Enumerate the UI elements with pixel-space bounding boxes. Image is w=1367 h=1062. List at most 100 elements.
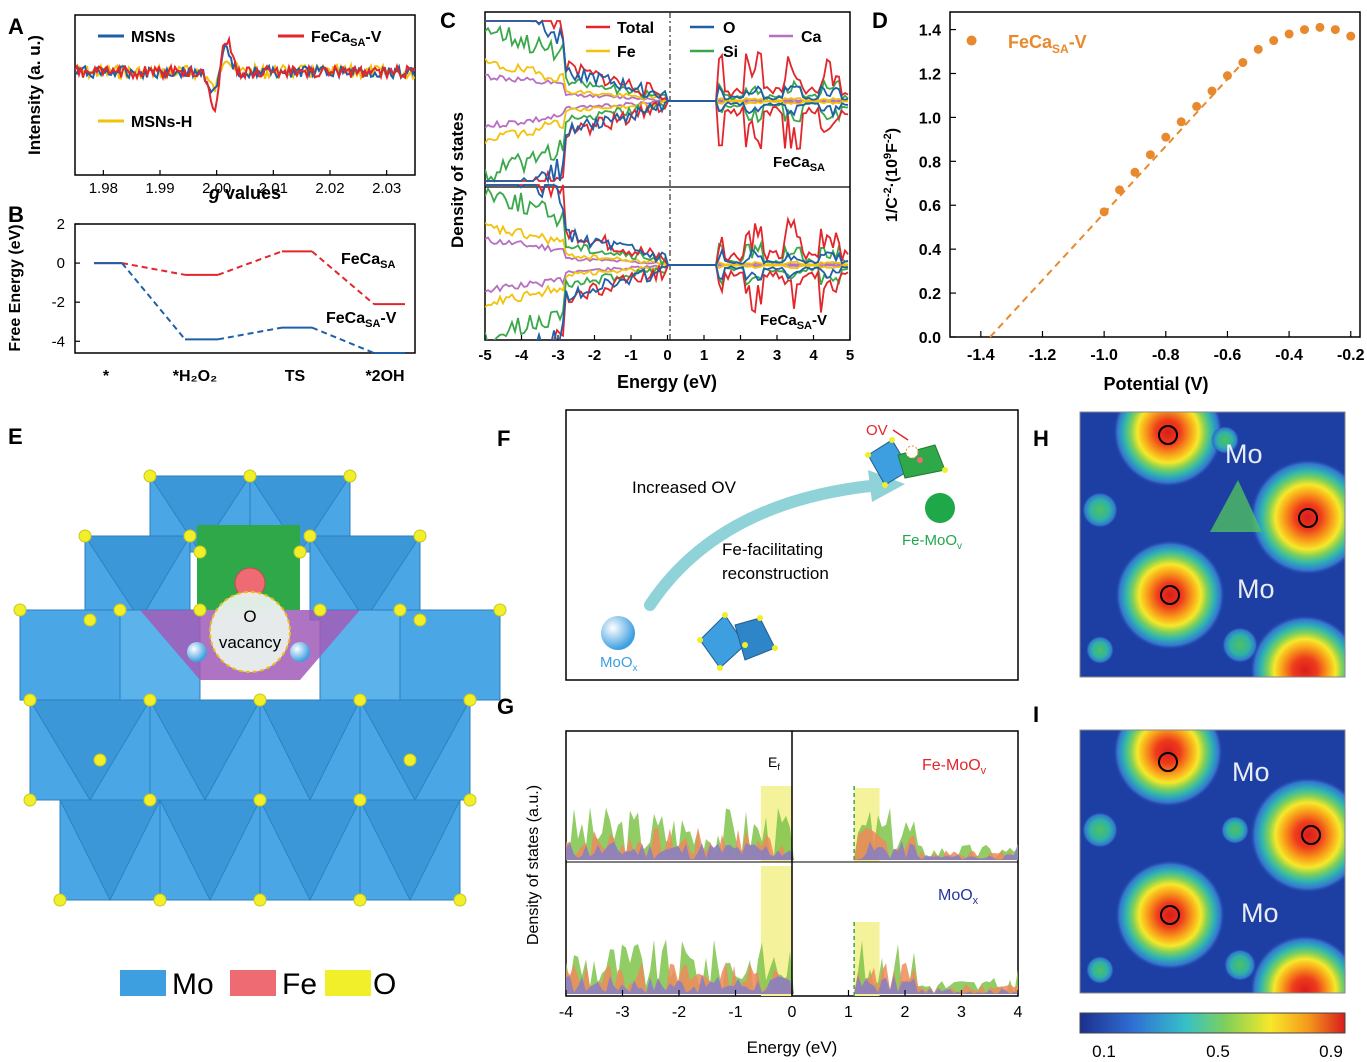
- x-tick-label-a: 2.02: [315, 180, 344, 197]
- legend-label-o: O: [723, 20, 735, 37]
- data-point: [1330, 25, 1340, 35]
- legend-label-si: Si: [723, 44, 738, 61]
- oxygen-atom: [313, 603, 327, 617]
- oxygen-atom: [53, 893, 67, 907]
- oxygen-atom: [143, 469, 157, 483]
- dos-curve-total-up: [485, 20, 849, 102]
- fe-moov-octahedra: [865, 437, 948, 488]
- x-tick-label-d: -1.4: [967, 347, 995, 364]
- d-ylabel-g: ): [884, 128, 901, 133]
- colorbar-tick-label: 0.9: [1319, 1042, 1343, 1061]
- oxygen-atom: [253, 693, 267, 707]
- panel-c: C Total O Ca Fe Si FeCaSA FeCaSA-V -5 -4-…: [440, 8, 854, 392]
- b-label1-sub: SA: [380, 259, 395, 271]
- c-sub1-sub: SA: [810, 162, 825, 174]
- fe-facilitating-label: Fe-facilitating: [722, 540, 823, 559]
- oxygen-atom: [253, 893, 267, 907]
- d-legend-name: FeCa: [1008, 32, 1053, 52]
- h-mo-label-2: Mo: [1237, 574, 1275, 604]
- oxygen-atom: [463, 793, 477, 807]
- c-sub1-name: FeCa: [773, 154, 810, 171]
- h-triangle: [1210, 480, 1262, 532]
- y-tick-label-d: 0.4: [919, 242, 941, 259]
- dos-curve-o-up: [485, 184, 849, 266]
- d-ylabel-d: 9: [882, 153, 894, 159]
- increased-ov-label: Increased OV: [632, 478, 737, 497]
- oxygen-atom: [453, 893, 467, 907]
- x-tick-label-d: -0.2: [1337, 347, 1365, 364]
- reconstruction-arrow: [644, 479, 886, 611]
- y-tick-label-d: 0.8: [919, 154, 941, 171]
- panel-letter-e: E: [8, 424, 23, 449]
- oxygen-atom: [353, 693, 367, 707]
- y-axis-label-c: Density of states: [448, 112, 467, 248]
- ov-pointer: [892, 429, 909, 441]
- x-tick-label-g: -4: [559, 1004, 573, 1021]
- plot-frame-a: [74, 14, 416, 176]
- fe-moov-sphere: [925, 493, 955, 523]
- epr-curves: [75, 35, 415, 114]
- b-label2-sub: SA: [365, 318, 380, 330]
- energy-connector-fecasa: [217, 250, 283, 276]
- panel-letter-h: H: [1033, 426, 1049, 451]
- data-point: [1238, 58, 1248, 68]
- b-label2-suffix: -V: [380, 310, 396, 327]
- c-sub2-name: FeCa: [760, 312, 797, 329]
- energy-connector-fecasa-v: [311, 326, 375, 354]
- x-tick-label-g: -1: [728, 1004, 742, 1021]
- data-point: [1192, 101, 1202, 111]
- x-tick-label-a: 1.99: [145, 180, 174, 197]
- panel-h: H Mo Mo: [1033, 411, 1346, 678]
- x-tick-label-c: -3: [551, 347, 564, 364]
- data-point: [1269, 36, 1279, 46]
- legend-swatch-o: [325, 970, 371, 996]
- legend-marker-d: [966, 35, 977, 46]
- d-ylabel-c: ·(10: [884, 159, 901, 188]
- oxygen-atom: [13, 603, 27, 617]
- legend-label-total: Total: [617, 20, 654, 37]
- b-label1-name: FeCa: [341, 251, 380, 268]
- legend-label-msns: MSNs: [131, 29, 176, 46]
- c-sub2-sub: SA: [797, 320, 812, 332]
- panel-letter-d: D: [872, 8, 888, 33]
- dos-curve-total-down: [553, 264, 849, 340]
- dos-curve-o-down: [485, 100, 849, 185]
- subpanel-label-fecasa-v: FeCaSA-V: [760, 312, 827, 332]
- oxygen-atom: [143, 693, 157, 707]
- panel-e: E: [8, 424, 507, 1001]
- oxygen-atom: [303, 529, 317, 543]
- legend-e: Mo Fe O: [120, 968, 396, 1001]
- panel-d: D -1.4 -1.2 -1.0 -0.8 -0.6 -0.4 -0.2 0.0 0.2 0.4 0…: [872, 8, 1365, 394]
- oxygen-atom: [193, 545, 207, 559]
- mo-atom-right: [290, 642, 310, 662]
- oxygen-atom: [243, 469, 257, 483]
- g-sub2-name: MoO: [938, 887, 973, 904]
- d-legend-suffix: -V: [1069, 32, 1087, 52]
- g-ef: E: [768, 754, 777, 770]
- y-axis-label-g: Density of states (a.u.): [525, 785, 542, 945]
- y-tick-labels-b: 2 0 -2 -4: [52, 216, 80, 350]
- h-hotspot-4: [1250, 615, 1345, 677]
- f-moo-sub: x: [633, 663, 638, 674]
- data-point: [1207, 86, 1217, 96]
- x-tick-label-g: 1: [844, 1004, 853, 1021]
- d-ylabel-b: -2: [882, 187, 894, 197]
- map-frame-i: [1079, 729, 1346, 994]
- y-axis-label-d: 1/C-2·(109F-2): [882, 128, 901, 222]
- legend-label-o: O: [373, 968, 396, 1001]
- x-tick-label-c: 4: [809, 347, 818, 364]
- data-point: [1315, 22, 1325, 32]
- c-sub2-suffix: -V: [812, 312, 827, 329]
- data-point: [1346, 31, 1356, 41]
- y-tick-label-d: 0.0: [919, 330, 941, 347]
- linear-fit-line: [989, 61, 1244, 338]
- data-point: [1176, 117, 1186, 127]
- x-category-label-b: *2OH: [365, 368, 404, 385]
- energy-connector-fecasa: [311, 250, 375, 305]
- subpanel-label-fe-moov: Fe-MoOv: [922, 757, 987, 777]
- oxygen-atom: [463, 693, 477, 707]
- oxygen-atom: [293, 545, 307, 559]
- oxygen-atom: [353, 893, 367, 907]
- h-hotspot-2: [1250, 459, 1345, 575]
- oxygen-atom: [143, 793, 157, 807]
